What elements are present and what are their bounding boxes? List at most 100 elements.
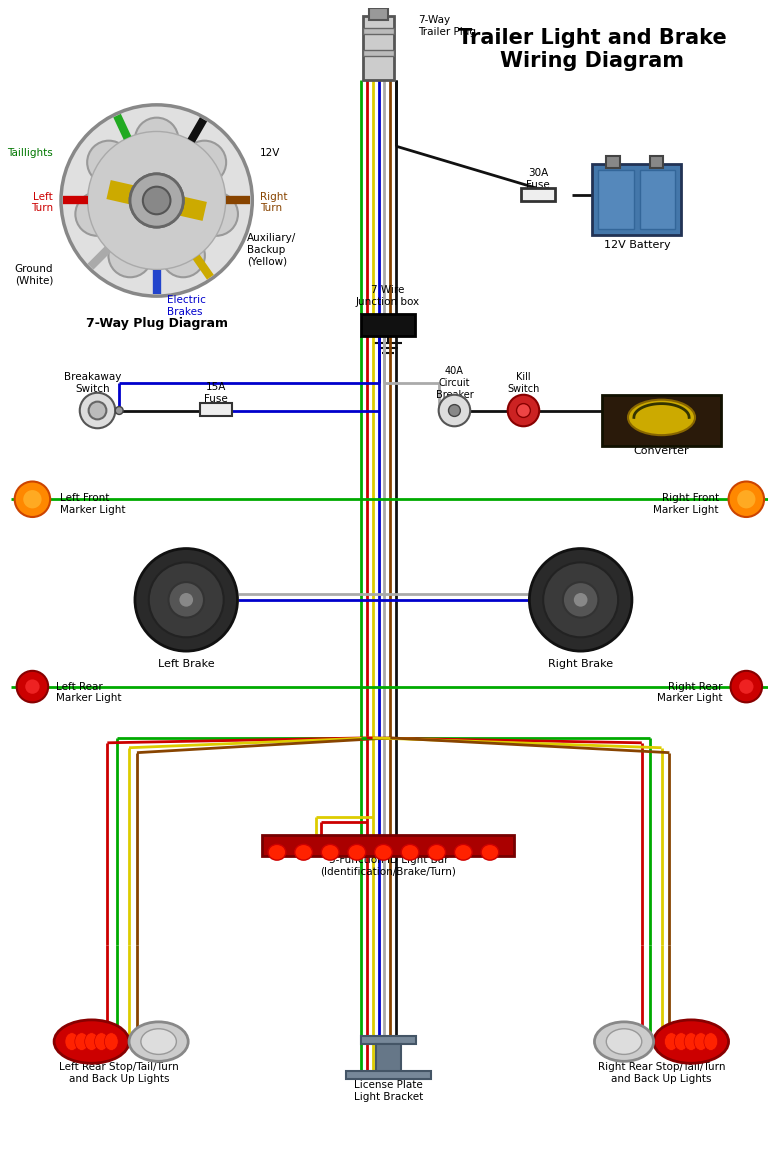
Ellipse shape (104, 1033, 118, 1050)
FancyBboxPatch shape (602, 395, 720, 446)
Ellipse shape (401, 844, 419, 860)
Ellipse shape (141, 1029, 177, 1055)
Ellipse shape (65, 1033, 79, 1050)
Circle shape (529, 548, 632, 652)
Text: Converter: Converter (634, 446, 690, 456)
Text: Electric
Brakes: Electric Brakes (167, 295, 205, 316)
FancyBboxPatch shape (369, 8, 389, 20)
FancyBboxPatch shape (362, 49, 394, 55)
Text: 7-Way
Trailer Plug: 7-Way Trailer Plug (418, 15, 476, 36)
Text: 12V: 12V (260, 148, 280, 158)
Text: Taillights: Taillights (8, 148, 53, 158)
Circle shape (183, 141, 226, 185)
Circle shape (178, 592, 194, 608)
Circle shape (439, 395, 470, 426)
Text: 7-Way Plug Diagram: 7-Way Plug Diagram (86, 318, 227, 330)
FancyBboxPatch shape (346, 1071, 431, 1080)
FancyBboxPatch shape (262, 835, 514, 856)
Circle shape (135, 548, 237, 652)
Text: Breakaway
Switch: Breakaway Switch (64, 372, 121, 394)
FancyBboxPatch shape (362, 16, 394, 80)
Ellipse shape (348, 844, 366, 860)
Text: Left Rear
Marker Light: Left Rear Marker Light (56, 682, 121, 703)
Circle shape (75, 193, 119, 235)
Text: Trailer Light and Brake
Wiring Diagram: Trailer Light and Brake Wiring Diagram (458, 28, 727, 72)
Circle shape (730, 670, 762, 702)
Text: Left Rear Stop/Tail/Turn
and Back Up Lights: Left Rear Stop/Tail/Turn and Back Up Lig… (59, 1062, 179, 1084)
Circle shape (143, 187, 170, 214)
Circle shape (15, 481, 50, 517)
Circle shape (80, 393, 115, 428)
FancyBboxPatch shape (521, 188, 555, 201)
Circle shape (508, 395, 539, 426)
Ellipse shape (628, 400, 695, 435)
Circle shape (135, 118, 178, 161)
Circle shape (143, 187, 170, 214)
Circle shape (25, 679, 40, 695)
Circle shape (88, 402, 106, 420)
Circle shape (738, 679, 754, 695)
Circle shape (563, 582, 598, 617)
Circle shape (130, 174, 184, 227)
Text: 30A
Fuse: 30A Fuse (526, 168, 550, 189)
Circle shape (88, 132, 226, 269)
Ellipse shape (684, 1033, 698, 1050)
Text: Right Front
Marker Light: Right Front Marker Light (654, 494, 719, 515)
Ellipse shape (428, 844, 445, 860)
Text: 7 Wire
Junction box: 7 Wire Junction box (356, 286, 420, 307)
Text: Left
Turn: Left Turn (31, 192, 53, 213)
Ellipse shape (674, 1033, 688, 1050)
FancyBboxPatch shape (592, 163, 681, 235)
Circle shape (194, 193, 238, 235)
FancyBboxPatch shape (362, 28, 394, 34)
Text: 40A
Circuit
Breaker: 40A Circuit Breaker (435, 366, 473, 400)
Ellipse shape (455, 844, 472, 860)
FancyBboxPatch shape (650, 156, 664, 168)
Ellipse shape (694, 1033, 708, 1050)
Ellipse shape (94, 1033, 108, 1050)
Text: Right Rear Stop/Tail/Turn
and Back Up Lights: Right Rear Stop/Tail/Turn and Back Up Li… (598, 1062, 725, 1084)
Ellipse shape (129, 1022, 188, 1061)
Ellipse shape (295, 844, 313, 860)
Circle shape (449, 405, 460, 416)
Circle shape (22, 489, 42, 509)
Circle shape (737, 489, 756, 509)
FancyBboxPatch shape (598, 169, 634, 229)
Circle shape (573, 592, 588, 608)
Text: Kill
Switch: Kill Switch (508, 372, 540, 394)
Text: License Plate
Light Bracket: License Plate Light Bracket (354, 1080, 423, 1102)
Circle shape (729, 481, 764, 517)
Ellipse shape (594, 1022, 654, 1061)
FancyBboxPatch shape (640, 169, 675, 229)
Circle shape (108, 234, 152, 278)
Ellipse shape (375, 844, 392, 860)
Ellipse shape (84, 1033, 98, 1050)
Ellipse shape (268, 844, 286, 860)
Ellipse shape (654, 1020, 729, 1063)
Text: 3-Function ID Light Bar
(Identification/Brake/Turn): 3-Function ID Light Bar (Identification/… (320, 855, 456, 877)
FancyBboxPatch shape (606, 156, 620, 168)
Text: Ground
(White): Ground (White) (15, 263, 53, 286)
Text: Right
Turn: Right Turn (260, 192, 288, 213)
Text: Auxiliary/
Backup
(Yellow): Auxiliary/ Backup (Yellow) (247, 233, 296, 267)
Text: 12V Battery: 12V Battery (604, 240, 670, 249)
Circle shape (543, 562, 618, 637)
Ellipse shape (74, 1033, 88, 1050)
FancyBboxPatch shape (376, 1043, 401, 1075)
Circle shape (130, 174, 184, 227)
Circle shape (168, 582, 204, 617)
Text: Left Brake: Left Brake (158, 659, 214, 669)
Ellipse shape (321, 844, 339, 860)
Circle shape (517, 403, 531, 417)
Circle shape (87, 141, 131, 185)
Text: 15A
Fuse: 15A Fuse (204, 382, 227, 403)
Ellipse shape (54, 1020, 129, 1063)
Text: Left Front
Marker Light: Left Front Marker Light (60, 494, 125, 515)
Circle shape (115, 407, 123, 414)
Circle shape (161, 234, 205, 278)
FancyBboxPatch shape (200, 402, 232, 416)
FancyBboxPatch shape (361, 314, 415, 335)
Text: Right Brake: Right Brake (548, 659, 613, 669)
Ellipse shape (606, 1029, 642, 1055)
Circle shape (61, 105, 253, 296)
